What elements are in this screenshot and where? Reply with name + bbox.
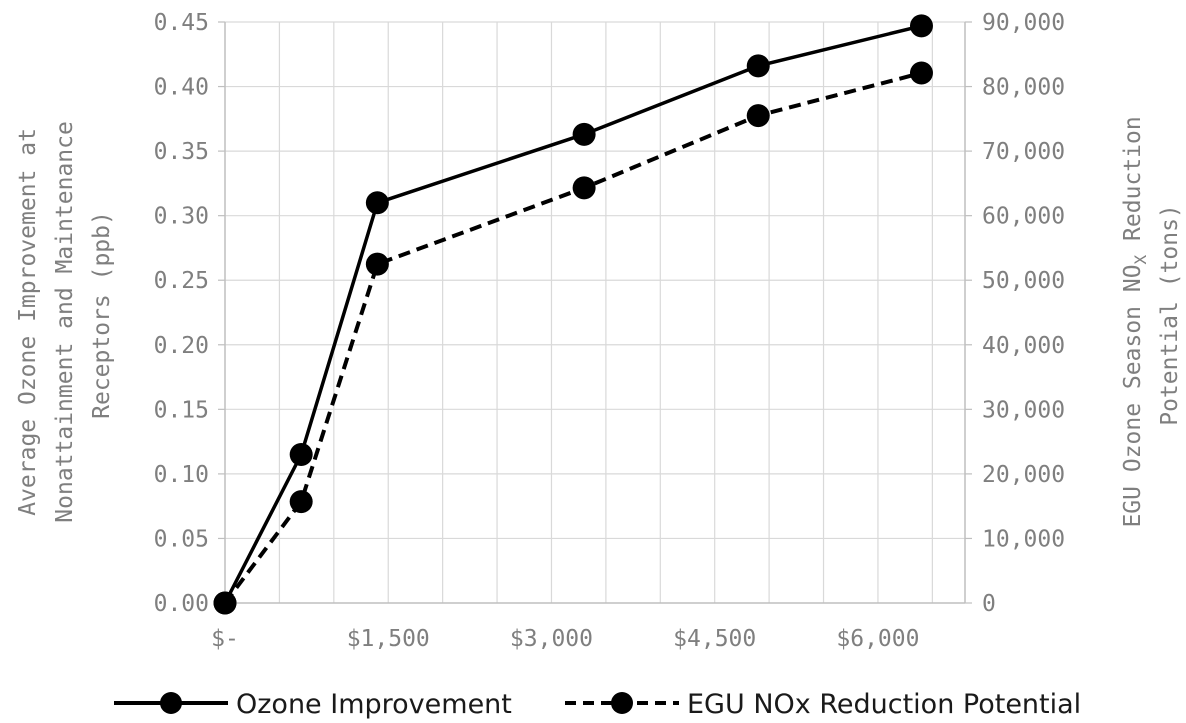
left-tick-label: 0.15 [154, 397, 209, 423]
series [213, 14, 933, 615]
data-point [213, 591, 237, 615]
left-tick-label: 0.10 [154, 462, 209, 488]
data-point [289, 443, 313, 467]
right-tick-label: 60,000 [982, 204, 1065, 230]
series-line [223, 71, 923, 605]
right-tick-label: 0 [982, 591, 996, 617]
x-tick-label: $3,000 [510, 626, 593, 652]
legend-item-ozone-improvement: Ozone Improvement [114, 689, 512, 720]
left-tick-label: 0.25 [154, 268, 209, 294]
left-tick-label: 0.30 [154, 204, 209, 230]
right-axis-ticks: 0 10,000 20,000 30,000 40,000 50,000 60,000 70,… [982, 10, 1065, 617]
right-tick-label: 40,000 [982, 333, 1065, 359]
right-tick-label: 10,000 [982, 526, 1065, 552]
right-tick-label: 80,000 [982, 75, 1065, 101]
legend-label-ozone-improvement: Ozone Improvement [236, 689, 512, 720]
x-tick-label: $4,500 [673, 626, 756, 652]
axes [218, 21, 972, 604]
left-axis-title: Average Ozone Improvement at Nonattainme… [15, 107, 115, 522]
data-point [746, 54, 770, 78]
data-point [909, 14, 933, 38]
left-tick-label: 0.35 [154, 139, 209, 165]
data-point [365, 252, 389, 276]
grid [225, 21, 965, 603]
data-point [746, 104, 770, 128]
data-point [365, 191, 389, 215]
series-egu-nox-reduction [213, 61, 933, 615]
legend-item-egu-nox-reduction: EGU NOx Reduction Potential [565, 689, 1081, 720]
right-axis-title: EGU Ozone Season NOX Reduction Potential… [1120, 102, 1183, 527]
x-tick-label: $6,000 [836, 626, 919, 652]
data-point [909, 61, 933, 85]
right-tick-label: 20,000 [982, 462, 1065, 488]
x-tick-label: $1,500 [347, 626, 430, 652]
right-tick-label: 30,000 [982, 397, 1065, 423]
right-tick-label: 50,000 [982, 268, 1065, 294]
left-tick-label: 0.00 [154, 591, 209, 617]
legend-label-egu-nox-reduction: EGU NOx Reduction Potential [687, 689, 1081, 720]
data-point [289, 490, 313, 514]
left-tick-label: 0.40 [154, 75, 209, 101]
right-tick-label: 70,000 [982, 139, 1065, 165]
series-line [223, 24, 922, 604]
x-tick-label: $- [211, 626, 239, 652]
series-ozone-improvement [213, 14, 933, 615]
left-tick-label: 0.05 [154, 526, 209, 552]
data-point [572, 122, 596, 146]
x-axis-ticks: $- $1,500 $3,000 $4,500 $6,000 [211, 626, 919, 652]
left-tick-label: 0.20 [154, 333, 209, 359]
left-axis-ticks: 0.00 0.05 0.10 0.15 0.20 0.25 0.30 0.35 0.40 0.45 [154, 10, 209, 617]
legend: Ozone Improvement EGU NOx Reduction Pote… [114, 689, 1081, 720]
right-tick-label: 90,000 [982, 10, 1065, 36]
left-tick-label: 0.45 [154, 10, 209, 36]
data-point [572, 176, 596, 200]
